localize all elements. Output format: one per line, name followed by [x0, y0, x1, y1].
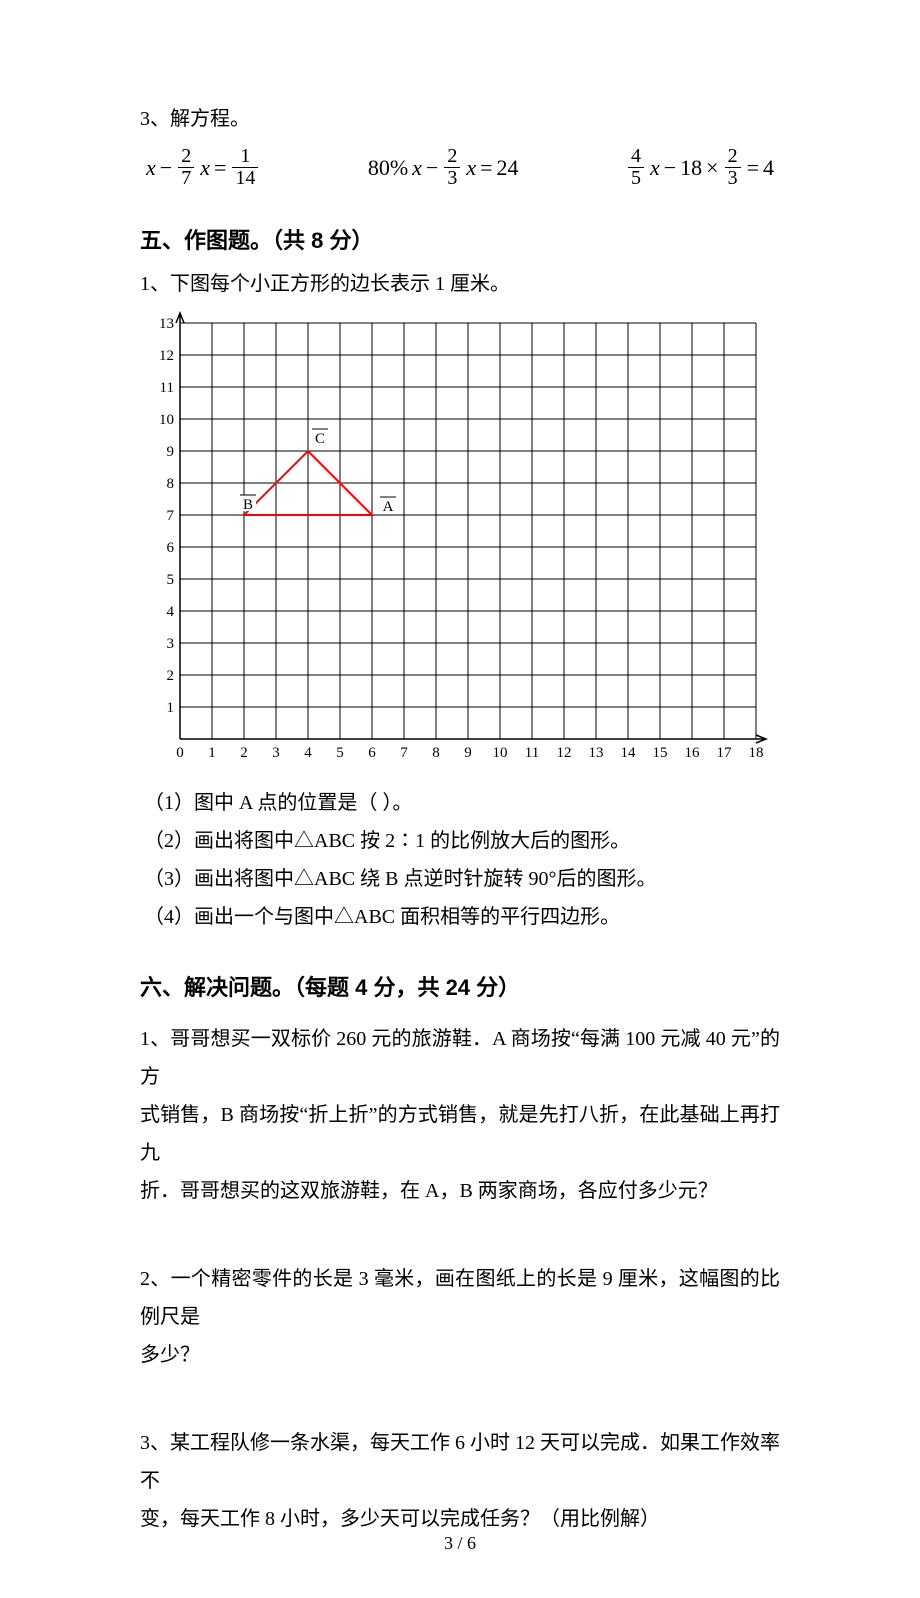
svg-text:0: 0 [176, 745, 184, 761]
svg-text:4: 4 [304, 745, 312, 761]
svg-text:10: 10 [159, 412, 174, 428]
svg-text:16: 16 [685, 745, 701, 761]
svg-text:11: 11 [160, 380, 174, 396]
svg-text:B: B [243, 497, 253, 513]
eq1-frac2: 1 14 [232, 146, 258, 189]
p1-line-b: 式销售，B 商场按“折上折”的方式销售，就是先打八折，在此基础上再打九 [140, 1096, 780, 1172]
section5-sub1: （1）图中 A 点的位置是（ ）。 [140, 784, 780, 822]
section5-heading: 五、作图题。（共 8 分） [140, 223, 780, 255]
eq3-eq: = [747, 155, 759, 181]
eq3-k: 18 [680, 155, 702, 181]
svg-text:5: 5 [336, 745, 344, 761]
problem-2: 2、一个精密零件的长是 3 毫米，画在图纸上的长是 9 厘米，这幅图的比例尺是 … [140, 1260, 780, 1374]
eq1-minus: − [160, 155, 172, 181]
eq2-x2: x [466, 155, 476, 181]
section5-intro: 1、下图每个小正方形的边长表示 1 厘米。 [140, 265, 780, 303]
svg-text:13: 13 [159, 316, 174, 332]
eq2-frac: 2 3 [444, 146, 460, 189]
problem-1: 1、哥哥想买一双标价 260 元的旅游鞋．A 商场按“每满 100 元减 40 … [140, 1020, 780, 1210]
svg-text:12: 12 [557, 745, 572, 761]
svg-text:18: 18 [749, 745, 764, 761]
svg-text:2: 2 [167, 668, 175, 684]
eq3-frac1: 4 5 [628, 146, 644, 189]
eq1-frac2-den: 14 [232, 167, 258, 189]
equation-row: x − 2 7 x = 1 14 80% x − 2 3 x = 24 [140, 146, 780, 189]
p2-line-a: 2、一个精密零件的长是 3 毫米，画在图纸上的长是 9 厘米，这幅图的比例尺是 [140, 1260, 780, 1336]
equation-1: x − 2 7 x = 1 14 [146, 146, 260, 189]
section5-sub4: （4）画出一个与图中△ABC 面积相等的平行四边形。 [140, 898, 780, 936]
eq1-x: x [146, 155, 156, 181]
problem-3: 3、某工程队修一条水渠，每天工作 6 小时 12 天可以完成．如果工作效率不 变… [140, 1424, 780, 1538]
svg-text:9: 9 [464, 745, 472, 761]
svg-text:3: 3 [167, 636, 175, 652]
eq2-x1: x [412, 155, 422, 181]
eq3-frac2-num: 2 [728, 146, 738, 167]
svg-text:8: 8 [432, 745, 440, 761]
eq1-x2: x [200, 155, 210, 181]
p1-line-c: 折．哥哥想买的这双旅游鞋，在 A，B 两家商场，各应付多少元？ [140, 1172, 780, 1210]
svg-text:3: 3 [272, 745, 280, 761]
eq3-frac1-num: 4 [631, 146, 641, 167]
svg-text:6: 6 [368, 745, 376, 761]
svg-text:17: 17 [717, 745, 733, 761]
eq1-frac1-num: 2 [181, 146, 191, 167]
eq1-frac1-den: 7 [178, 167, 194, 189]
svg-text:10: 10 [493, 745, 508, 761]
eq3-x: x [650, 155, 660, 181]
eq2-frac-num: 2 [447, 146, 457, 167]
eq1-eq: = [214, 155, 226, 181]
svg-text:A: A [383, 499, 394, 515]
eq3-times: × [706, 155, 718, 181]
section5-sub3: （3）画出将图中△ABC 绕 B 点逆时针旋转 90°后的图形。 [140, 860, 780, 898]
svg-text:12: 12 [159, 348, 174, 364]
eq3-rhs: 4 [763, 155, 774, 181]
svg-text:6: 6 [167, 540, 175, 556]
svg-text:9: 9 [167, 444, 175, 460]
p3-line-a: 3、某工程队修一条水渠，每天工作 6 小时 12 天可以完成．如果工作效率不 [140, 1424, 780, 1500]
coordinate-grid-svg: 1234567891011121301234567891011121314151… [140, 309, 778, 767]
eq1-frac1: 2 7 [178, 146, 194, 189]
svg-text:14: 14 [621, 745, 637, 761]
equation-2: 80% x − 2 3 x = 24 [368, 146, 519, 189]
svg-text:2: 2 [240, 745, 248, 761]
q3-title: 3、解方程。 [140, 100, 780, 138]
eq3-frac2-den: 3 [725, 167, 741, 189]
eq2-pct: 80% [368, 155, 408, 181]
eq3-frac1-den: 5 [628, 167, 644, 189]
svg-text:C: C [315, 431, 325, 447]
svg-text:7: 7 [167, 508, 175, 524]
p1-line-a: 1、哥哥想买一双标价 260 元的旅游鞋．A 商场按“每满 100 元减 40 … [140, 1020, 780, 1096]
svg-text:15: 15 [653, 745, 668, 761]
section5-sub2: （2）画出将图中△ABC 按 2∶1 的比例放大后的图形。 [140, 822, 780, 860]
section6-heading: 六、解决问题。（每题 4 分，共 24 分） [140, 970, 780, 1002]
svg-text:1: 1 [167, 700, 175, 716]
document-page: 3、解方程。 x − 2 7 x = 1 14 80% x − 2 3 x [0, 0, 920, 1598]
eq2-rhs: 24 [497, 155, 519, 181]
svg-text:13: 13 [589, 745, 604, 761]
grid-figure: 1234567891011121301234567891011121314151… [140, 309, 780, 772]
svg-text:8: 8 [167, 476, 175, 492]
equation-3: 4 5 x − 18 × 2 3 = 4 [626, 146, 774, 189]
eq2-minus: − [426, 155, 438, 181]
eq3-frac2: 2 3 [725, 146, 741, 189]
eq3-minus: − [664, 155, 676, 181]
p2-line-b: 多少？ [140, 1336, 780, 1374]
eq2-frac-den: 3 [444, 167, 460, 189]
svg-text:11: 11 [525, 745, 539, 761]
svg-text:5: 5 [167, 572, 175, 588]
page-footer: 3 / 6 [0, 1533, 920, 1554]
svg-text:4: 4 [167, 604, 175, 620]
svg-text:7: 7 [400, 745, 408, 761]
svg-text:1: 1 [208, 745, 216, 761]
eq1-frac2-num: 1 [240, 146, 250, 167]
eq2-eq: = [480, 155, 492, 181]
